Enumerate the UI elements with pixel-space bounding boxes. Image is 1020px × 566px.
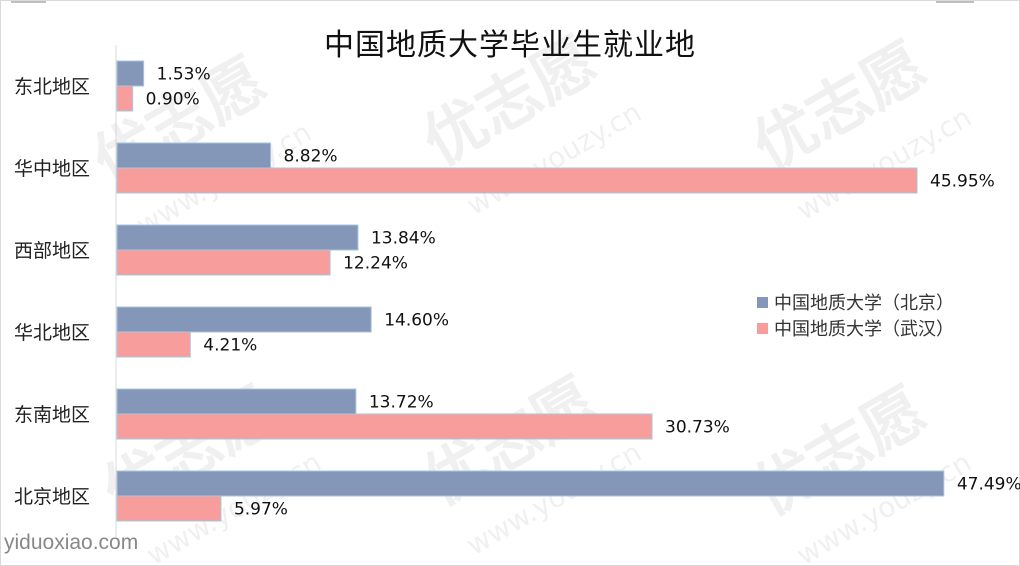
- legend-item-beijing: 中国地质大学（北京）: [757, 289, 954, 315]
- legend: 中国地质大学（北京） 中国地质大学（武汉）: [757, 289, 954, 341]
- bar-beijing: [116, 224, 359, 251]
- bar-wuhan: [116, 495, 222, 522]
- data-label: 13.72%: [369, 393, 434, 413]
- legend-swatch-beijing: [757, 296, 768, 308]
- bars-group: [116, 60, 945, 522]
- category-label: 华北地区: [14, 322, 90, 344]
- data-label: 4.21%: [203, 336, 257, 356]
- bar-beijing: [116, 142, 272, 169]
- category-label: 西部地区: [14, 240, 90, 262]
- legend-swatch-wuhan: [757, 322, 768, 334]
- bar-wuhan: [116, 85, 134, 112]
- frame-corner-mark: [11, 1, 46, 3]
- legend-item-wuhan: 中国地质大学（武汉）: [757, 315, 954, 341]
- bar-wuhan: [116, 167, 918, 194]
- legend-label-wuhan: 中国地质大学（武汉）: [774, 319, 954, 340]
- bar-beijing: [116, 60, 145, 87]
- legend-label-beijing: 中国地质大学（北京）: [774, 293, 954, 314]
- category-label: 东北地区: [14, 76, 90, 98]
- data-label: 8.82%: [284, 147, 338, 167]
- data-label: 13.84%: [371, 229, 436, 249]
- data-label: 5.97%: [234, 500, 288, 520]
- bar-wuhan: [116, 413, 653, 440]
- value-labels: 1.53% 0.90% 8.82% 45.95% 13.84% 12.24% 14.60% 4…: [146, 65, 1020, 520]
- category-label: 北京地区: [14, 486, 90, 508]
- bar-wuhan: [116, 331, 191, 358]
- data-label: 14.60%: [384, 311, 449, 331]
- source-watermark-text: yiduoxiao.com: [4, 531, 139, 554]
- data-label: 0.90%: [146, 90, 200, 110]
- bar-beijing: [116, 306, 372, 333]
- chart-title: 中国地质大学毕业生就业地: [324, 28, 696, 63]
- data-label: 45.95%: [930, 172, 995, 192]
- data-label: 30.73%: [665, 418, 730, 438]
- data-label: 47.49%: [957, 475, 1020, 495]
- bar-wuhan: [116, 249, 331, 276]
- data-label: 1.53%: [157, 65, 211, 85]
- data-label: 12.24%: [343, 254, 408, 274]
- bar-beijing: [116, 388, 357, 415]
- bar-beijing: [116, 470, 945, 497]
- category-label: 东南地区: [14, 404, 90, 426]
- frame-corner-mark: [936, 1, 974, 3]
- category-label: 华中地区: [14, 158, 90, 180]
